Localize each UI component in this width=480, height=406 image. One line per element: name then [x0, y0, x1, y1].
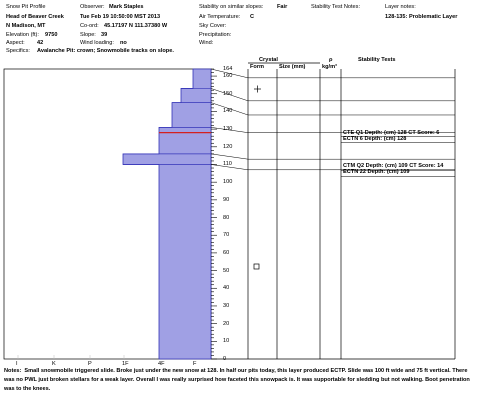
- observer-label: Observer:: [80, 4, 105, 10]
- hardness-label-5: F: [193, 361, 197, 367]
- elevation-label: Elevation (ft):: [6, 32, 39, 38]
- slope-label: Slope:: [80, 32, 96, 38]
- crystal-marker-square-icon: [253, 263, 260, 270]
- density-header: ρ: [329, 57, 333, 63]
- depth-tick-label: 80: [223, 214, 230, 221]
- sky-cover-label: Sky Cover:: [199, 23, 227, 29]
- hardness-label-2: P: [88, 361, 92, 367]
- wind-label: Wind:: [199, 40, 214, 46]
- depth-tick-label: 130: [223, 126, 233, 133]
- depth-tick-label: 140: [223, 108, 233, 115]
- depth-tick-label: 100: [223, 179, 233, 186]
- stability-similar-label: Stability on similar slopes:: [199, 4, 264, 10]
- wind-loading-label: Wind loading:: [80, 40, 114, 46]
- datetime: Tue Feb 19 10:50:00 MST 2013: [80, 14, 161, 20]
- air-temp-value: C: [250, 14, 255, 20]
- slope-value: 39: [101, 32, 108, 38]
- notes-text: Small snowmobile triggered slide. Broke …: [4, 368, 470, 392]
- stability-notes-label: Stability Test Notes:: [311, 4, 361, 10]
- hardness-label-1: K: [52, 361, 56, 367]
- crystal-header: Crystal: [259, 57, 278, 63]
- elevation-value: 9750: [45, 32, 58, 38]
- layer-connector-4: [210, 153, 455, 160]
- depth-tick-label: 110: [223, 161, 232, 168]
- coord-value: 45.17197 N 111.37380 W: [104, 23, 168, 29]
- profile-title: Snow Pit Profile: [6, 4, 46, 10]
- depth-tick-label: 150: [223, 90, 233, 97]
- layer-notes-value: 128-135: Problematic Layer: [385, 14, 458, 20]
- layer-connector-2: [210, 102, 455, 116]
- depth-tick-label: 160: [223, 73, 233, 80]
- coord-label: Co-ord:: [80, 23, 99, 29]
- layer-notes-label: Layer notes:: [385, 4, 416, 10]
- stability-test-3: ECTN 22 Depth: (cm) 109: [343, 169, 410, 176]
- location: Head of Beaver Creek: [6, 14, 64, 20]
- layer-connector-3: [210, 127, 455, 133]
- depth-tick-label: 164: [223, 66, 233, 72]
- layer-connector-0: [210, 68, 455, 79]
- notes-label: Notes:: [4, 368, 22, 374]
- depth-tick-label: 120: [223, 143, 233, 150]
- depth-tick-label: 0: [223, 356, 227, 362]
- specifics-label: Specifics:: [6, 48, 30, 54]
- layer-connector-1: [210, 88, 455, 102]
- depth-tick-label: 90: [223, 196, 230, 203]
- depth-tick-label: 60: [223, 249, 230, 256]
- air-temp-label: Air Temperature:: [199, 14, 241, 20]
- depth-tick-label: 10: [223, 338, 230, 345]
- layer-connector-5: [210, 164, 455, 171]
- depth-tick-label: 40: [223, 285, 230, 292]
- region: N Madison, MT: [6, 23, 46, 29]
- density-unit: kg/m³: [322, 64, 337, 70]
- size-header: Size (mm): [279, 64, 306, 70]
- depth-tick-label: 20: [223, 320, 230, 327]
- specifics-value: Avalanche Pit: crown; Snowmobile tracks …: [37, 48, 174, 54]
- hardness-profile: [122, 68, 212, 360]
- stability-similar-value: Fair: [277, 4, 288, 10]
- hardness-label-4: 4F: [158, 361, 165, 367]
- stability-test-0: CTE Q1 Depth: (cm) 128 CT Score: 6: [343, 129, 440, 136]
- form-header: Form: [250, 64, 264, 70]
- depth-tick-label: 50: [223, 267, 230, 274]
- wind-loading-value: no: [120, 40, 127, 46]
- stability-test-1: ECTN 6 Depth: (cm) 128: [343, 135, 407, 142]
- notes: Notes: Small snowmobile triggered slide. …: [4, 367, 472, 394]
- stability-test-2: CTM Q2 Depth: (cm) 109 CT Score: 14: [343, 163, 444, 170]
- hardness-label-3: 1F: [122, 361, 129, 367]
- aspect-label: Aspect:: [6, 40, 25, 46]
- stability-tests-header: Stability Tests: [358, 57, 396, 63]
- observer-value: Mark Staples: [109, 4, 144, 10]
- depth-tick-label: 70: [223, 232, 230, 239]
- depth-tick-label: 30: [223, 302, 230, 309]
- precipitation-label: Precipitation:: [199, 32, 232, 38]
- hardness-label-0: I: [16, 361, 18, 367]
- aspect-value: 42: [37, 40, 44, 46]
